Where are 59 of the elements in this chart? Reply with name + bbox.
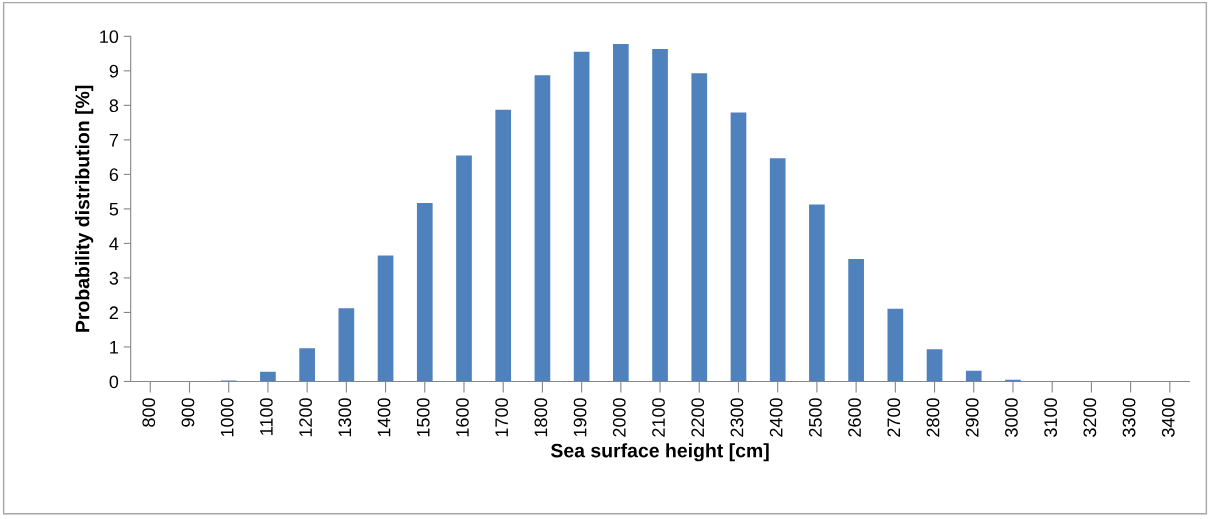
- x-tick-label: 1900: [573, 398, 587, 437]
- x-tick-label: 1100: [259, 398, 273, 435]
- x-tick-label: 3200: [1083, 398, 1097, 437]
- x-tick-label: 2300: [730, 398, 744, 437]
- x-tick-label: 800: [142, 398, 156, 427]
- x-tick-label: 2400: [769, 398, 783, 437]
- x-tick-label: 1700: [495, 398, 509, 437]
- y-tick-label: 9: [109, 64, 119, 78]
- y-tick-label: 10: [100, 30, 119, 44]
- bar: [534, 75, 551, 382]
- y-tick-label: 5: [109, 203, 119, 216]
- x-tick-label: 1400: [377, 398, 391, 437]
- bar: [338, 308, 355, 382]
- y-tick-label: 8: [109, 99, 119, 113]
- x-tick-label: 3100: [1044, 398, 1058, 437]
- x-tick-label: 2800: [926, 398, 940, 437]
- x-tick-label: 1200: [299, 398, 312, 437]
- x-tick-label: 2100: [652, 398, 665, 437]
- x-tick-label: 2900: [965, 398, 979, 437]
- bar: [809, 204, 825, 382]
- bar: [495, 109, 512, 382]
- y-tick-label: 7: [109, 133, 118, 147]
- bar: [613, 43, 629, 382]
- bar: [573, 51, 590, 382]
- x-tick-label: 3000: [1005, 398, 1018, 437]
- x-tick-label: 3300: [1122, 398, 1136, 437]
- y-axis-title: Probability distribution [%]: [75, 85, 94, 332]
- y-tick-label: 4: [109, 237, 119, 250]
- y-tick-label: 6: [109, 168, 119, 182]
- bar: [260, 371, 276, 382]
- bar: [848, 258, 864, 382]
- x-tick-label: 1300: [338, 398, 352, 437]
- bar: [769, 158, 786, 382]
- bar: [965, 370, 982, 382]
- x-tick-label: 3400: [1161, 398, 1175, 437]
- x-tick-label: 2600: [848, 398, 861, 437]
- bar: [652, 49, 668, 382]
- x-axis-title: Sea surface height [cm]: [550, 443, 769, 462]
- bar: [887, 308, 904, 382]
- x-tick-label: 900: [181, 398, 195, 427]
- x-tick-label: 1800: [534, 398, 548, 437]
- y-tick-label: 2: [109, 306, 118, 319]
- y-tick-label: 1: [110, 341, 118, 354]
- x-tick-label: 2200: [691, 398, 705, 437]
- x-tick-label: 2700: [887, 398, 901, 437]
- y-tick-label: 3: [109, 271, 119, 285]
- x-tick-label: 2500: [808, 398, 822, 437]
- bar: [299, 348, 315, 382]
- bar: [416, 203, 433, 382]
- bar: [377, 255, 394, 382]
- x-tick-label: 1600: [456, 398, 469, 437]
- x-tick-label: 1500: [416, 398, 430, 437]
- bar: [730, 112, 747, 382]
- bar: [926, 349, 943, 382]
- bar: [456, 155, 472, 382]
- y-tick-label: 0: [109, 375, 119, 389]
- x-tick-label: 2000: [612, 398, 626, 437]
- bar: [691, 73, 708, 382]
- x-tick-label: 1000: [220, 398, 234, 437]
